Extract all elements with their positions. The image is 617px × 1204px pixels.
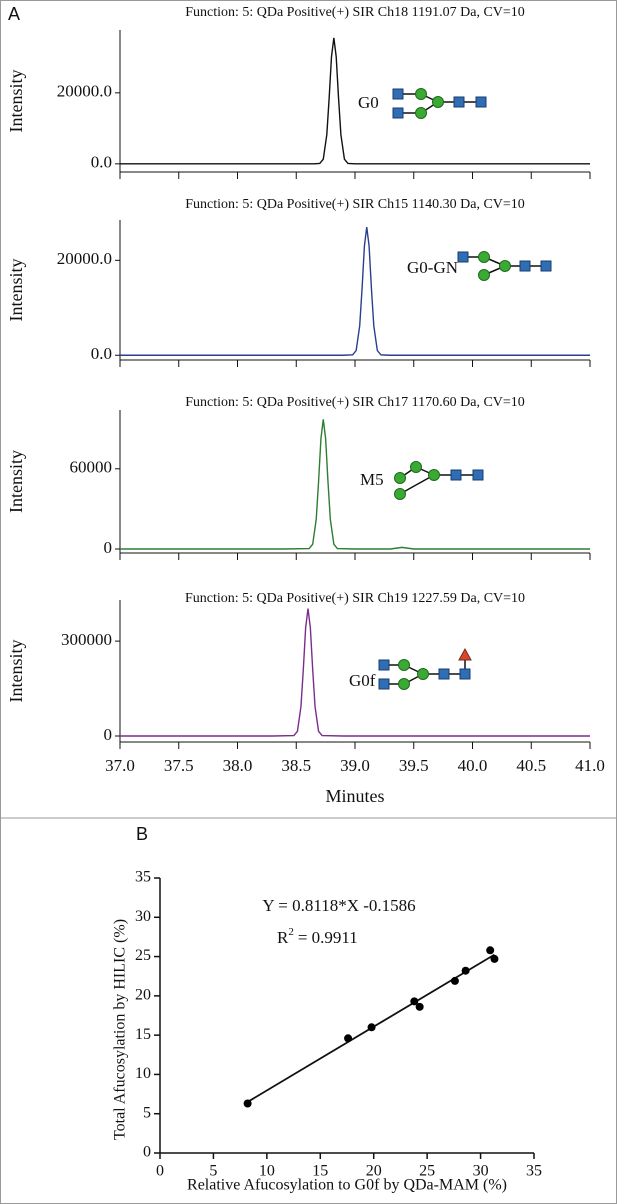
x-tick-label: 10 [259,1163,275,1180]
data-point [486,946,495,955]
y-axis-label: Total Afucosylation by HILIC (%) [112,919,129,1140]
y-axis-label: Intensity [6,450,26,513]
y-tick-label: 0 [104,538,113,557]
x-axis-label: Relative Afucosylation to G0f by QDa-MAM… [187,1177,507,1194]
chromatogram-line [120,227,590,356]
x-tick-label: 30 [473,1163,489,1180]
chromatogram-line [120,419,590,550]
x-tick-label: 25 [419,1163,435,1180]
panel-label: A [8,4,20,24]
y-axis-label: Intensity [6,70,26,133]
y-tick-label: 300000 [61,630,112,649]
glycan-g0f [378,647,472,690]
panel-label: B [136,824,148,844]
y-tick-label: 0 [104,725,113,744]
y-tick-label: 20 [135,987,151,1004]
chromatogram-line [120,608,590,737]
x-tick-label: 5 [209,1163,217,1180]
x-tick-label: 39.0 [340,756,370,775]
data-point [410,997,419,1006]
x-tick-label: 38.0 [223,756,253,775]
r-squared-superscript: 2 [288,926,294,938]
x-tick-label: 38.5 [281,756,311,775]
data-point [461,966,470,975]
y-tick-label: 0 [143,1144,151,1161]
x-tick-label: 40.5 [516,756,546,775]
x-tick-label: 41.0 [575,756,605,775]
y-tick-label: 5 [143,1104,151,1121]
y-tick-label: 0.0 [91,344,112,363]
x-tick-label: 37.0 [105,756,135,775]
x-axis-label: Minutes [325,786,384,806]
y-tick-label: 0.0 [91,153,112,172]
y-tick-label: 35 [135,869,151,886]
glycan-g0-gn [457,251,552,281]
x-tick-label: 15 [312,1163,328,1180]
y-tick-label: 15 [135,1026,151,1043]
y-axis-label: Intensity [6,640,26,703]
r-squared-value: = 0.9911 [298,928,358,947]
y-tick-label: 60000 [70,458,113,477]
x-tick-label: 39.5 [399,756,429,775]
x-tick-label: 0 [156,1163,164,1180]
data-point [450,976,459,985]
chromatogram-line [120,37,590,165]
data-point [344,1034,353,1043]
y-tick-label: 10 [135,1065,151,1082]
r-squared-symbol: R [277,928,289,947]
y-axis-label: Intensity [6,259,26,322]
peak-annotation: G0 [358,93,379,112]
data-point [367,1023,376,1032]
x-tick-label: 35 [526,1163,542,1180]
chart-title: Function: 5: QDa Positive(+) SIR Ch18 11… [185,5,525,20]
data-point [243,1099,252,1108]
r-squared: R2 = 0.9911 [277,926,358,947]
x-tick-label: 20 [366,1163,382,1180]
chart-title: Function: 5: QDa Positive(+) SIR Ch17 11… [185,395,525,410]
y-tick-label: 20000.0 [57,82,112,101]
peak-annotation: G0-GN [407,258,458,277]
x-tick-label: 37.5 [164,756,194,775]
peak-annotation: G0f [349,671,376,690]
y-tick-label: 25 [135,947,151,964]
y-tick-label: 30 [135,908,151,925]
chart-title: Function: 5: QDa Positive(+) SIR Ch15 11… [185,197,525,212]
equation: Y = 0.8118*X -0.1586 [262,896,415,915]
x-tick-label: 40.0 [458,756,488,775]
peak-annotation: M5 [360,470,384,489]
data-point [415,1002,424,1011]
chart-title: Function: 5: QDa Positive(+) SIR Ch19 12… [185,591,525,606]
data-point [490,954,499,963]
glycan-m5 [394,461,484,500]
glycan-g0 [392,88,487,119]
y-tick-label: 20000.0 [57,249,112,268]
